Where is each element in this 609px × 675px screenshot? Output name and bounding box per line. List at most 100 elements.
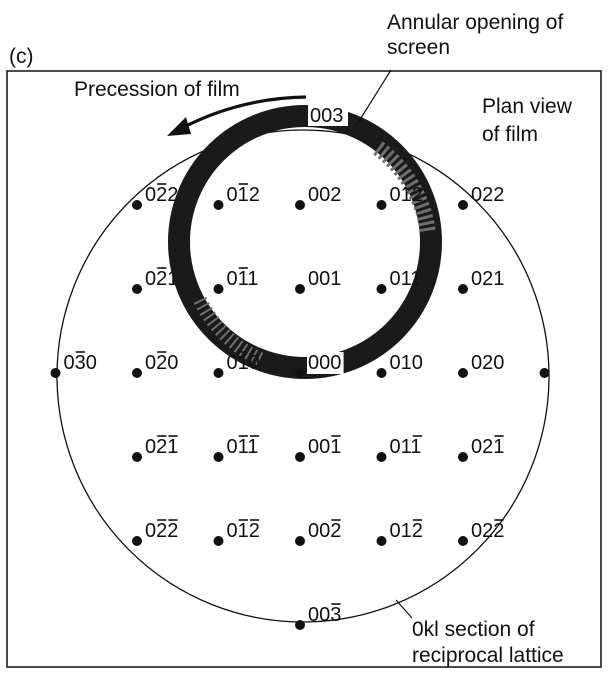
lattice-label: 030 — [64, 352, 97, 374]
lattice-dot — [295, 200, 305, 210]
lattice-point-000: 000 — [295, 352, 344, 378]
lattice-point-021: 021 — [458, 268, 504, 294]
lattice-label: 010 — [390, 352, 423, 374]
lattice-dot — [132, 200, 142, 210]
lattice-point-0-10: 010 — [213, 351, 260, 378]
lattice-label: 010 — [227, 352, 260, 374]
panel-label: (c) — [9, 45, 34, 68]
precession-arrow — [167, 95, 307, 136]
lattice-point-030 — [539, 368, 550, 378]
lattice-label: 003 — [308, 604, 341, 626]
lattice-dot — [213, 368, 224, 378]
lattice-label: 003 — [310, 105, 343, 127]
lattice-label: 021 — [471, 268, 504, 290]
lattice-dot — [376, 368, 387, 378]
lattice-points: 022 012 002 012 022 021 011 001 011 021 030 020 010 0… — [50, 103, 550, 630]
lattice-dot — [213, 452, 224, 462]
lattice-point-02-1: 021 — [458, 435, 504, 462]
lattice-dot — [132, 536, 142, 546]
section-label-line1: 0kl section of — [412, 618, 535, 641]
lattice-point-00-1: 001 — [295, 435, 341, 462]
lattice-label: 011 — [227, 268, 259, 290]
lattice-dot — [458, 536, 468, 546]
lattice-label: 021 — [471, 436, 504, 458]
lattice-dot — [376, 536, 387, 546]
lattice-dot — [376, 284, 387, 294]
lattice-dot — [458, 200, 468, 210]
lattice-point-0-2-2b: 022 — [132, 519, 178, 546]
lattice-point-0-2-1b: 021 — [132, 435, 178, 462]
lattice-label: 020 — [145, 352, 178, 374]
lattice-point-01-2: 012 — [376, 519, 423, 546]
lattice-dot — [376, 452, 387, 462]
screen-leader-line — [355, 69, 392, 127]
lattice-dot — [376, 200, 387, 210]
screen-label-line2: screen — [387, 36, 450, 59]
section-leader-line — [395, 599, 413, 619]
lattice-point-0-1-1: 011 — [213, 267, 263, 294]
lattice-label: 012 — [390, 520, 423, 542]
lattice-point-003: 003 — [308, 103, 348, 127]
lattice-label: 001 — [308, 436, 341, 458]
lattice-label: 021 — [145, 436, 178, 458]
lattice-label: 012 — [390, 184, 423, 206]
lattice-dot — [295, 452, 305, 462]
lattice-dot — [295, 368, 305, 378]
lattice-point-0-1-2b: 012 — [213, 519, 260, 546]
figure-frame — [6, 70, 602, 668]
lattice-label: 001 — [308, 268, 341, 290]
lattice-label: 022 — [145, 184, 178, 206]
annular-screen-opening — [168, 105, 442, 379]
lattice-point-00-2: 002 — [295, 519, 341, 546]
lattice-dot — [458, 452, 468, 462]
precession-label: Precession of film — [74, 78, 240, 101]
lattice-point-010: 010 — [376, 352, 426, 378]
lattice-dot — [50, 368, 61, 378]
lattice-point-0-30: 030 — [50, 351, 97, 378]
lattice-label: 002 — [308, 184, 341, 206]
lattice-point-0-1-2: 012 — [213, 183, 260, 210]
section-label-line2: reciprocal lattice — [412, 644, 564, 667]
lattice-point-012: 012 — [376, 184, 423, 210]
plan-view-line1: Plan view — [482, 95, 573, 118]
plan-view-line2: of film — [482, 123, 538, 146]
lattice-dot — [213, 200, 224, 210]
lattice-dot — [213, 536, 224, 546]
lattice-dot — [458, 284, 468, 294]
lattice-dot — [295, 536, 305, 546]
lattice-dot — [213, 284, 224, 294]
lattice-dot — [132, 368, 142, 378]
lattice-point-002: 002 — [295, 184, 341, 210]
lattice-point-022: 022 — [458, 184, 504, 210]
lattice-point-00-3: 003 — [295, 603, 341, 630]
lattice-point-02-2: 022 — [458, 519, 504, 546]
lattice-label: 011 — [227, 436, 259, 458]
lattice-point-0-1-1b: 011 — [213, 435, 260, 462]
lattice-point-01-1: 011 — [376, 435, 423, 462]
lattice-label: 011 — [390, 268, 422, 290]
lattice-dot — [295, 284, 305, 294]
screen-label-line1: Annular opening of — [387, 11, 563, 34]
lattice-point-0-2-2: 022 — [132, 183, 178, 210]
lattice-label: 000 — [308, 352, 341, 374]
lattice-dot — [458, 368, 468, 378]
lattice-label: 012 — [227, 184, 260, 206]
lattice-dot — [539, 368, 550, 378]
lattice-point-0-20: 020 — [132, 351, 178, 378]
lattice-point-001: 001 — [295, 268, 341, 294]
lattice-point-011: 011 — [376, 268, 422, 294]
lattice-label: 012 — [227, 520, 260, 542]
lattice-point-020: 020 — [458, 352, 504, 378]
lattice-label: 022 — [471, 520, 504, 542]
lattice-dot — [132, 284, 142, 294]
lattice-dot — [132, 452, 142, 462]
lattice-label: 022 — [471, 184, 504, 206]
lattice-label: 021 — [145, 268, 178, 290]
lattice-label: 011 — [390, 436, 422, 458]
lattice-label: 022 — [145, 520, 178, 542]
lattice-point-0-2-1: 021 — [132, 267, 178, 294]
lattice-label: 002 — [308, 520, 341, 542]
lattice-label: 020 — [471, 352, 504, 374]
lattice-dot — [295, 620, 305, 630]
